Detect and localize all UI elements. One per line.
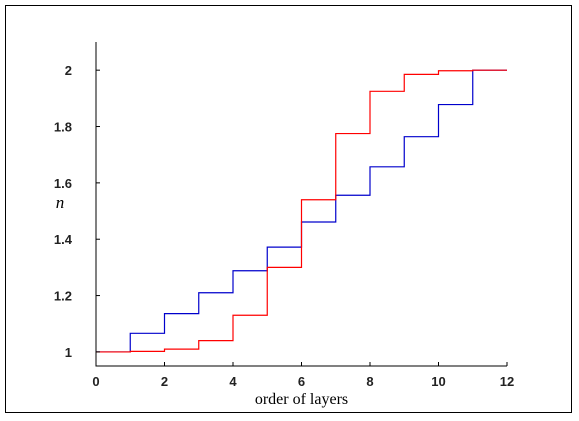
x-tick-label: 12: [500, 374, 514, 389]
x-tick-label: 2: [161, 374, 168, 389]
series-layer: [96, 69, 507, 353]
y-axis-label: n: [56, 193, 65, 212]
x-tick-label: 4: [229, 374, 237, 389]
ticks-layer: 0 2 4 6 8 10 12 1 1.2 1.4 1.6 1.8 2: [54, 63, 514, 389]
x-tick-label: 10: [431, 374, 445, 389]
y-tick-label: 1.6: [54, 176, 72, 191]
y-tick-label: 2: [65, 63, 72, 78]
y-tick-label: 1.4: [54, 232, 73, 247]
x-tick-label: 8: [366, 374, 373, 389]
x-tick-label: 6: [298, 374, 305, 389]
y-tick-label: 1.8: [54, 120, 72, 135]
y-tick-label: 1: [65, 345, 72, 360]
x-tick-label: 0: [92, 374, 99, 389]
y-tick-label: 1.2: [54, 289, 72, 304]
x-axis-label: order of layers: [255, 391, 348, 408]
series-red-line: [96, 69, 507, 353]
figure-border: [5, 5, 572, 413]
